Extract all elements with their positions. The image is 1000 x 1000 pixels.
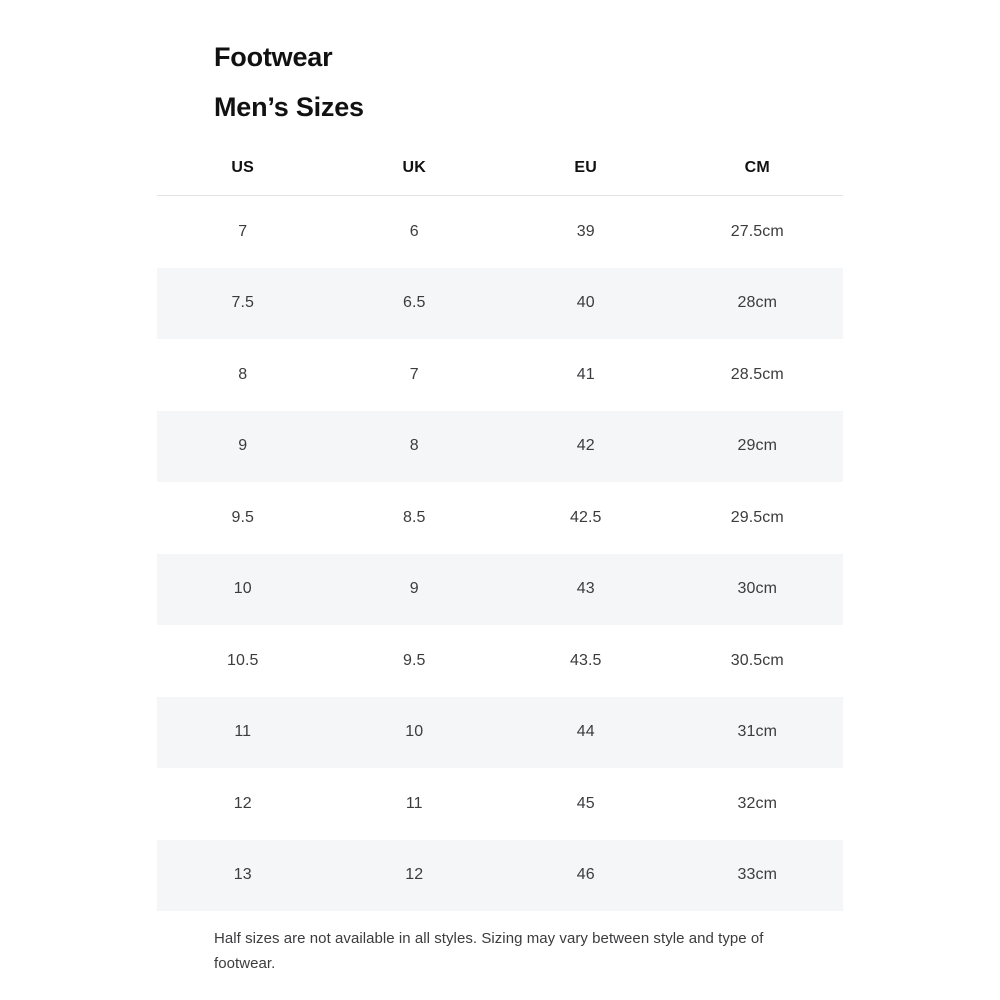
cell-us: 8: [157, 339, 329, 411]
cell-eu: 44: [500, 696, 672, 768]
cell-uk: 9.5: [328, 625, 500, 697]
cell-uk: 10: [328, 696, 500, 768]
cell-us: 10: [157, 553, 329, 625]
cell-cm: 32cm: [671, 768, 843, 840]
table-header: US UK EU CM: [157, 140, 843, 196]
cell-uk: 6.5: [328, 267, 500, 339]
cell-cm: 28cm: [671, 267, 843, 339]
cell-uk: 12: [328, 839, 500, 911]
cell-us: 7.5: [157, 267, 329, 339]
cell-us: 7: [157, 195, 329, 268]
column-header-eu: EU: [500, 140, 672, 196]
table-row: 11 10 44 31cm: [157, 696, 843, 768]
sizing-disclaimer: Half sizes are not available in all styl…: [214, 930, 764, 972]
title-line-category: Footwear: [214, 42, 333, 72]
cell-uk: 8: [328, 410, 500, 482]
cell-us: 9.5: [157, 482, 329, 554]
cell-uk: 9: [328, 553, 500, 625]
column-header-cm: CM: [671, 140, 843, 196]
cell-eu: 40: [500, 267, 672, 339]
cell-us: 11: [157, 696, 329, 768]
cell-cm: 30.5cm: [671, 625, 843, 697]
table-row: 12 11 45 32cm: [157, 768, 843, 840]
cell-uk: 11: [328, 768, 500, 840]
cell-us: 13: [157, 839, 329, 911]
cell-us: 10.5: [157, 625, 329, 697]
size-conversion-table: US UK EU CM 7 6 39 27.5cm 7.5 6.5 40 28c…: [157, 140, 843, 911]
table-row: 7.5 6.5 40 28cm: [157, 267, 843, 339]
table-row: 13 12 46 33cm: [157, 839, 843, 911]
cell-eu: 45: [500, 768, 672, 840]
table-row: 10 9 43 30cm: [157, 553, 843, 625]
column-header-us: US: [157, 140, 329, 196]
cell-cm: 28.5cm: [671, 339, 843, 411]
table-row: 7 6 39 27.5cm: [157, 195, 843, 268]
cell-eu: 39: [500, 195, 672, 268]
cell-cm: 31cm: [671, 696, 843, 768]
cell-us: 12: [157, 768, 329, 840]
cell-eu: 41: [500, 339, 672, 411]
cell-eu: 42: [500, 410, 672, 482]
table-row: 9.5 8.5 42.5 29.5cm: [157, 482, 843, 554]
cell-us: 9: [157, 410, 329, 482]
cell-cm: 30cm: [671, 553, 843, 625]
cell-uk: 7: [328, 339, 500, 411]
table-row: 9 8 42 29cm: [157, 410, 843, 482]
table-body: 7 6 39 27.5cm 7.5 6.5 40 28cm 8 7 41 28.…: [157, 195, 843, 911]
cell-eu: 46: [500, 839, 672, 911]
cell-eu: 43: [500, 553, 672, 625]
cell-uk: 6: [328, 195, 500, 268]
table-row: 8 7 41 28.5cm: [157, 339, 843, 411]
page-title: Footwear Men’s Sizes: [214, 32, 854, 132]
cell-cm: 29.5cm: [671, 482, 843, 554]
cell-cm: 27.5cm: [671, 195, 843, 268]
cell-eu: 43.5: [500, 625, 672, 697]
title-line-subject: Men’s Sizes: [214, 92, 364, 122]
table-row: 10.5 9.5 43.5 30.5cm: [157, 625, 843, 697]
table-header-row: US UK EU CM: [157, 140, 843, 196]
cell-cm: 33cm: [671, 839, 843, 911]
cell-cm: 29cm: [671, 410, 843, 482]
column-header-uk: UK: [328, 140, 500, 196]
cell-uk: 8.5: [328, 482, 500, 554]
cell-eu: 42.5: [500, 482, 672, 554]
